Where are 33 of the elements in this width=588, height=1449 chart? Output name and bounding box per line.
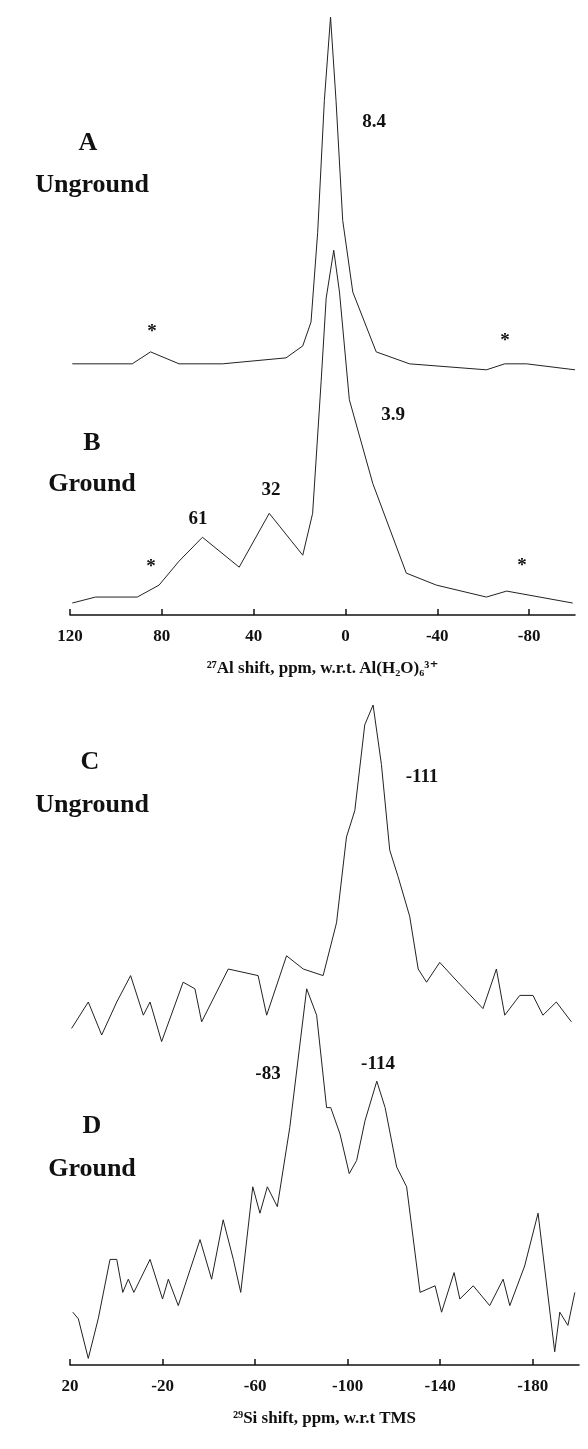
annotation: 3.9 [381,402,405,424]
annotation: Ground [48,1152,137,1182]
x-tick-label: 80 [153,626,171,645]
annotation: * [517,553,527,575]
x-tick-label: -140 [424,1376,456,1395]
x-tick-label: -40 [425,626,449,645]
annotation: Unground [35,788,150,818]
x-tick-label: 20 [61,1376,79,1395]
annotation: A [78,126,98,156]
annotation: * [147,319,157,341]
annotation: * [146,554,156,576]
x-tick-label: -60 [243,1376,267,1395]
annotation: D [82,1109,102,1139]
x-tick-label: -80 [517,626,541,645]
annotation: B [83,426,101,456]
x-tick-label: -20 [151,1376,174,1395]
x-axis-title: ²⁷Al shift, ppm, w.r.t. Al(H₂O)₆³⁺ [206,658,439,677]
annotation: 32 [261,477,281,499]
x-tick-label: 40 [245,626,263,645]
annotation: C [80,745,100,775]
annotation: -83 [255,1061,281,1083]
x-tick-label: -180 [517,1376,549,1395]
x-tick-label: 120 [57,626,83,645]
x-tick-label: 0 [341,626,350,645]
annotation: 61 [188,506,208,528]
annotation: Unground [35,168,150,198]
annotation: 8.4 [362,109,387,131]
annotation: * [500,328,510,350]
x-axis-title: ²⁹Si shift, ppm, w.r.t TMS [232,1408,417,1427]
annotation: -114 [361,1051,396,1073]
x-tick-label: -100 [332,1376,364,1395]
annotation: -111 [405,764,439,786]
annotation: Ground [48,467,137,497]
